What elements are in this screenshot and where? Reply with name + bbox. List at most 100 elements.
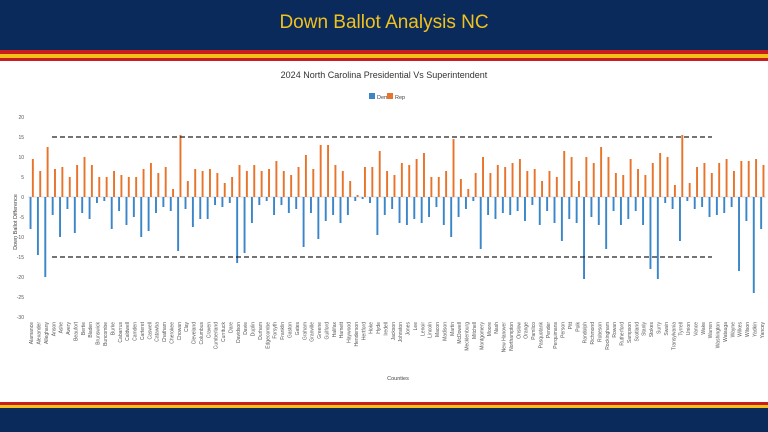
bar-dem-cherokee	[169, 197, 172, 211]
x-tick-label: Washington	[716, 322, 722, 348]
x-tick-label: Vance	[693, 322, 699, 336]
bar-rep-currituck	[223, 183, 226, 197]
bar-rep-alamance	[31, 159, 34, 197]
bar-dem-madison	[442, 197, 445, 225]
x-tick-label: Henderson	[354, 322, 360, 347]
bar-rep-anson	[54, 169, 56, 197]
bar-dem-mcdowell	[457, 197, 460, 217]
x-tick-label: Franklin	[280, 322, 286, 340]
bar-rep-brunswick	[98, 177, 101, 197]
x-tick-label: Jones	[406, 322, 412, 336]
bar-rep-transylvania	[673, 185, 676, 197]
bar-rep-nash	[496, 165, 499, 197]
bar-dem-chatham	[162, 197, 165, 207]
x-tick-label: Hyde	[376, 322, 382, 334]
bar-rep-henderson	[356, 195, 359, 197]
bar-rep-martin	[452, 139, 455, 197]
x-tick-label: Moore	[487, 322, 493, 336]
x-tick-label: Martin	[450, 322, 456, 336]
x-tick-label: Perquimans	[553, 322, 559, 349]
y-tick-label: -5	[20, 215, 25, 221]
bar-dem-yancey	[760, 197, 763, 229]
y-tick-label: -25	[17, 295, 24, 301]
bar-rep-columbus	[201, 171, 204, 197]
x-tick-label: Nash	[494, 322, 500, 334]
y-tick-label: 20	[18, 115, 24, 121]
bar-dem-new-hanover	[501, 197, 504, 213]
bar-rep-buncombe	[105, 177, 108, 197]
x-tick-label: Chatham	[162, 322, 168, 342]
bar-rep-hyde	[378, 151, 381, 197]
bar-dem-polk	[575, 197, 578, 223]
bar-rep-wilkes	[740, 161, 743, 197]
x-tick-label: Guilford	[324, 322, 330, 340]
bar-dem-scotland	[634, 197, 637, 211]
x-tick-label: Johnston	[398, 322, 404, 343]
x-tick-label: Gaston	[287, 322, 293, 338]
bar-rep-chatham	[164, 167, 167, 197]
x-tick-label: Swain	[664, 322, 670, 336]
x-tick-label: New Hanover	[502, 322, 508, 353]
bar-rep-northampton	[511, 163, 514, 197]
x-tick-label: Yadkin	[752, 322, 758, 337]
y-tick-label: 10	[18, 155, 24, 161]
bar-rep-cabarrus	[120, 175, 123, 197]
x-tick-label: Davidson	[236, 322, 242, 343]
bar-dem-stokes	[649, 197, 652, 269]
bar-dem-robeson	[597, 197, 600, 225]
bar-dem-hertford	[361, 197, 364, 199]
x-tick-label: Cherokee	[169, 322, 175, 344]
x-tick-label: Dare	[228, 322, 234, 333]
x-tick-label: Surry	[656, 322, 662, 334]
bar-rep-perquimans	[555, 177, 558, 197]
bar-dem-richmond	[590, 197, 593, 217]
x-tick-label: Polk	[575, 322, 581, 332]
x-tick-label: Wayne	[730, 322, 736, 338]
x-tick-label: Cumberland	[214, 322, 220, 349]
bar-dem-caswell	[147, 197, 150, 231]
bar-dem-nash	[494, 197, 497, 219]
bar-rep-duplin	[253, 165, 256, 197]
x-tick-label: Wilson	[745, 322, 751, 337]
bar-dem-columbus	[199, 197, 202, 219]
legend-swatch-rep	[387, 93, 393, 99]
bar-rep-mecklenburg	[467, 189, 470, 197]
x-tick-label: Lincoln	[428, 322, 434, 338]
x-tick-label: Orange	[524, 322, 530, 339]
bar-rep-lee	[415, 159, 418, 197]
x-tick-label: Northampton	[509, 322, 515, 351]
bar-dem-cabarrus	[118, 197, 121, 211]
bar-rep-yancey	[762, 165, 765, 197]
y-tick-label: -15	[17, 255, 24, 261]
bar-rep-avery	[68, 177, 71, 197]
bar-dem-hoke	[369, 197, 371, 203]
bar-rep-person	[563, 151, 566, 197]
x-tick-label: Alleghany	[44, 322, 50, 344]
x-tick-label: Gates	[295, 322, 301, 336]
x-tick-label: Richmond	[590, 322, 596, 345]
x-tick-label: Wilkes	[738, 322, 744, 337]
bar-rep-caswell	[149, 163, 152, 197]
x-tick-label: Mecklenburg	[465, 322, 471, 351]
bar-rep-graham	[304, 155, 307, 197]
x-tick-label: Alamance	[29, 322, 35, 344]
bar-dem-alleghany	[44, 197, 47, 277]
x-tick-label: Stokes	[649, 322, 655, 338]
bar-dem-beaufort	[73, 197, 76, 233]
bar-dem-union	[686, 197, 689, 201]
bar-rep-forsyth	[275, 161, 278, 197]
bar-dem-mitchell	[472, 197, 475, 201]
x-tick-label: Pitt	[568, 321, 574, 329]
x-tick-label: Mitchell	[472, 322, 478, 339]
bar-dem-transylvania	[671, 197, 674, 209]
y-tick-label: 5	[21, 175, 24, 181]
bar-rep-dare	[231, 177, 234, 197]
bar-dem-bladen	[88, 197, 91, 219]
x-tick-label: Alexander	[37, 322, 43, 345]
bar-dem-northampton	[509, 197, 512, 215]
bar-rep-mcdowell	[459, 179, 462, 197]
bar-dem-washington	[715, 197, 718, 215]
bar-rep-bladen	[90, 165, 93, 197]
bar-rep-union	[688, 183, 691, 197]
bar-rep-randolph	[585, 157, 588, 197]
